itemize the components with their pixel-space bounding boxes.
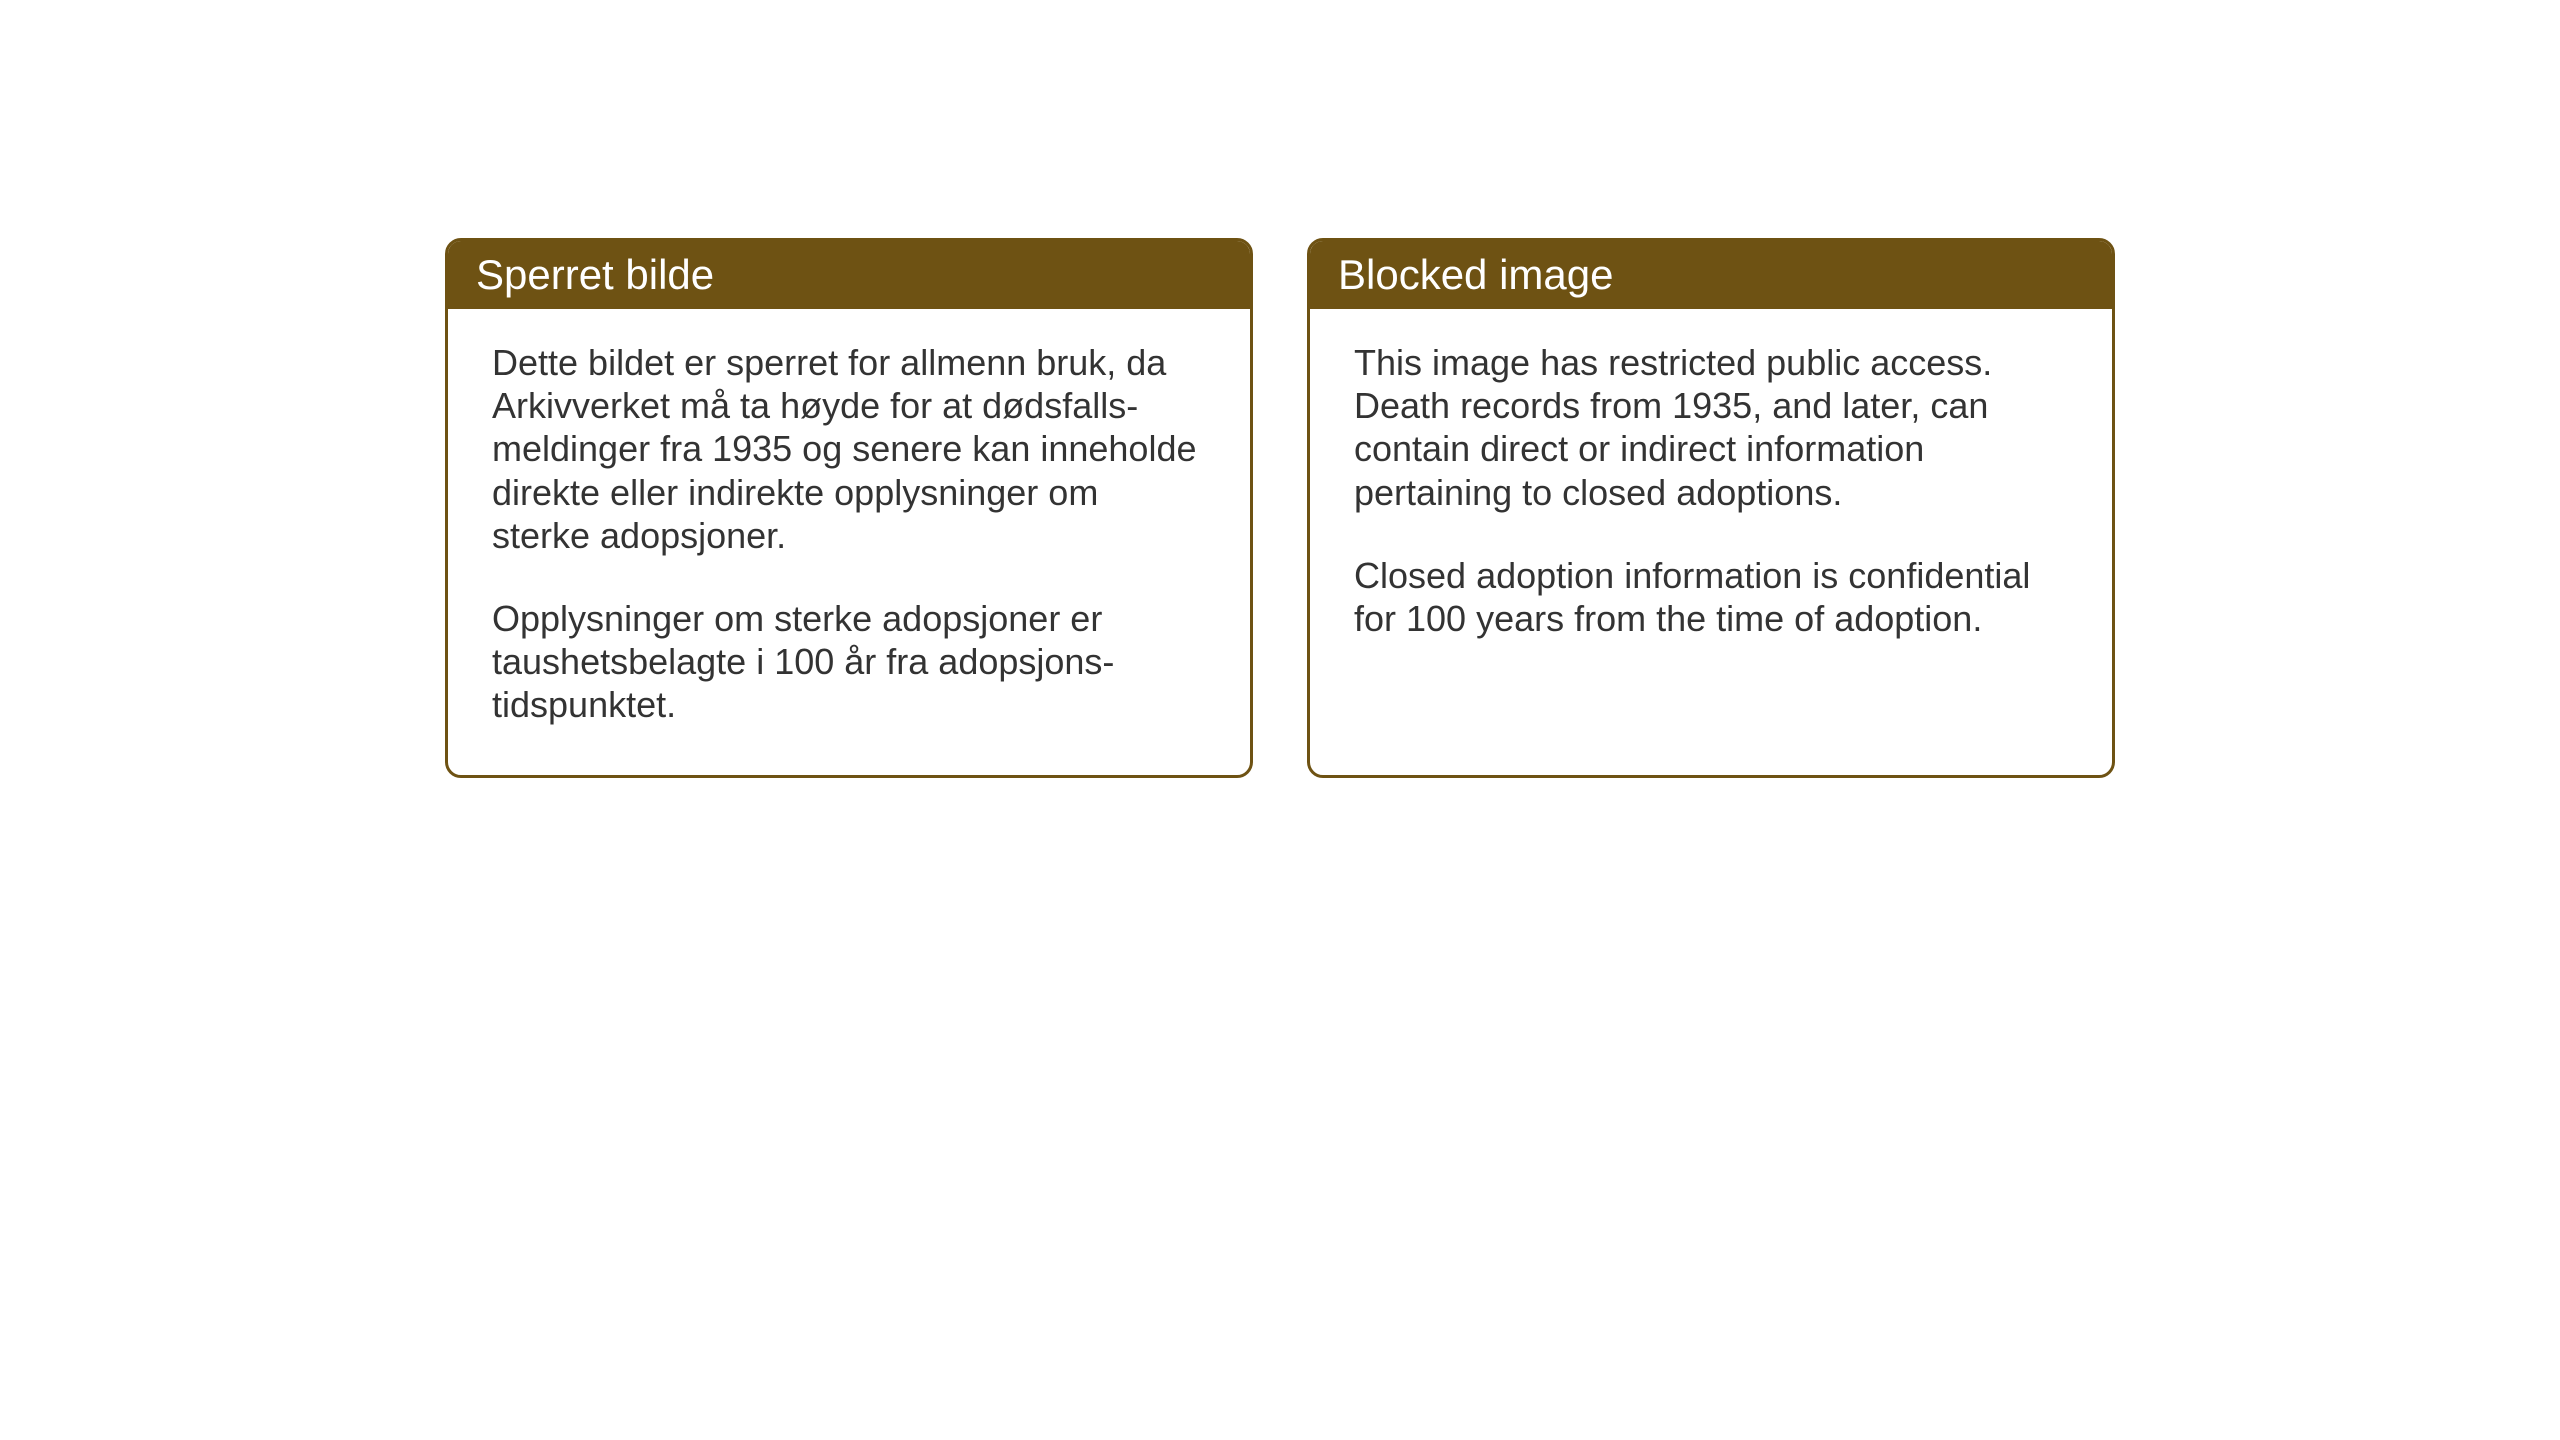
card-paragraph-1: This image has restricted public access.… — [1354, 341, 2068, 514]
card-paragraph-1: Dette bildet er sperret for allmenn bruk… — [492, 341, 1206, 557]
card-title: Blocked image — [1338, 251, 1613, 298]
notice-card-english: Blocked image This image has restricted … — [1307, 238, 2115, 778]
notice-container: Sperret bilde Dette bildet er sperret fo… — [445, 238, 2115, 778]
card-paragraph-2: Closed adoption information is confident… — [1354, 554, 2068, 640]
card-header-norwegian: Sperret bilde — [448, 241, 1250, 309]
notice-card-norwegian: Sperret bilde Dette bildet er sperret fo… — [445, 238, 1253, 778]
card-body-english: This image has restricted public access.… — [1310, 309, 2112, 688]
card-body-norwegian: Dette bildet er sperret for allmenn bruk… — [448, 309, 1250, 775]
card-title: Sperret bilde — [476, 251, 714, 298]
card-paragraph-2: Opplysninger om sterke adopsjoner er tau… — [492, 597, 1206, 727]
card-header-english: Blocked image — [1310, 241, 2112, 309]
